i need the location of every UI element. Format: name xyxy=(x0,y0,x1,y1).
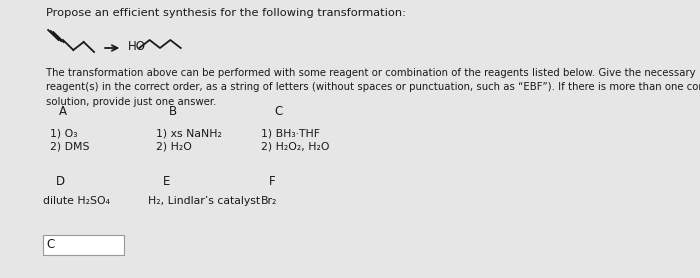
Text: 2) H₂O₂, H₂O: 2) H₂O₂, H₂O xyxy=(260,141,329,151)
Text: H₂, Lindlar’s catalyst: H₂, Lindlar’s catalyst xyxy=(148,196,260,206)
Text: F: F xyxy=(269,175,276,188)
Text: D: D xyxy=(56,175,65,188)
Text: Propose an efficient synthesis for the following transformation:: Propose an efficient synthesis for the f… xyxy=(46,8,406,18)
Text: C: C xyxy=(47,238,55,251)
Text: A: A xyxy=(60,105,67,118)
Text: B: B xyxy=(169,105,177,118)
Text: 1) O₃: 1) O₃ xyxy=(50,128,78,138)
FancyBboxPatch shape xyxy=(43,235,125,255)
Text: 2) DMS: 2) DMS xyxy=(50,141,90,151)
Text: 2) H₂O: 2) H₂O xyxy=(155,141,191,151)
Text: 1) xs NaNH₂: 1) xs NaNH₂ xyxy=(155,128,221,138)
Text: C: C xyxy=(274,105,282,118)
Text: 1) BH₃·THF: 1) BH₃·THF xyxy=(260,128,320,138)
Text: HO: HO xyxy=(127,40,146,53)
Text: E: E xyxy=(163,175,170,188)
Text: Br₂: Br₂ xyxy=(260,196,277,206)
Text: The transformation above can be performed with some reagent or combination of th: The transformation above can be performe… xyxy=(46,68,700,107)
Text: dilute H₂SO₄: dilute H₂SO₄ xyxy=(43,196,110,206)
